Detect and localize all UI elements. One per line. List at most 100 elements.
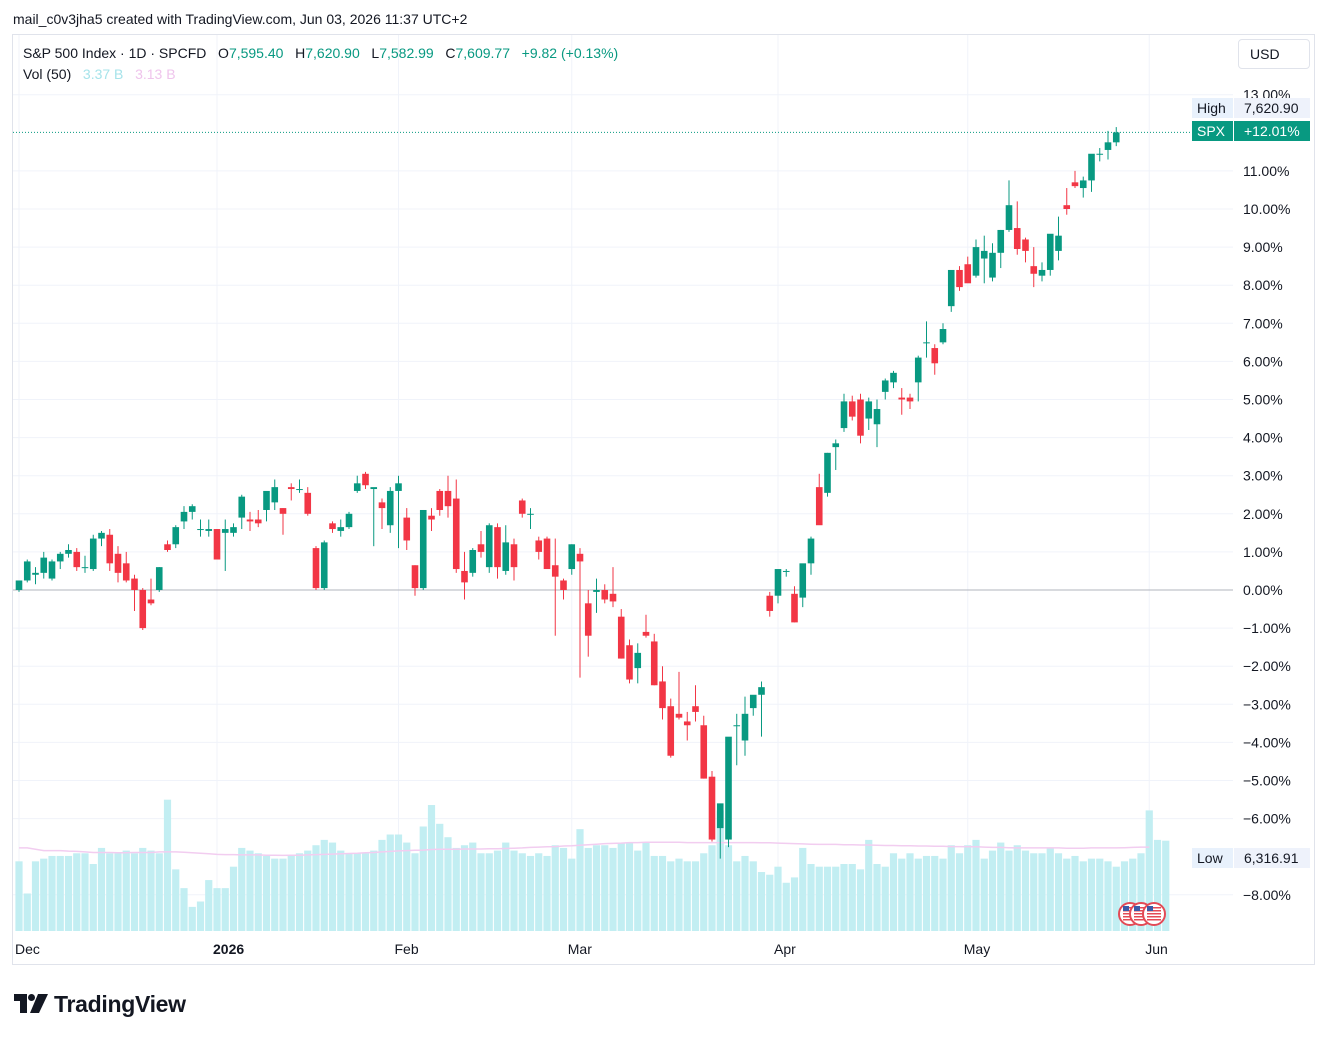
- volume-bar: [1153, 839, 1162, 931]
- candle: [898, 388, 906, 415]
- candle: [122, 551, 130, 583]
- candle: [452, 479, 460, 573]
- volume-bar: [551, 845, 559, 931]
- volume-bar: [807, 864, 815, 931]
- volume-bar: [568, 858, 576, 931]
- volume-bar: [906, 853, 914, 931]
- candle-body: [188, 506, 196, 512]
- candle: [725, 736, 732, 848]
- volume-bar: [411, 853, 419, 931]
- candle: [824, 452, 831, 497]
- candle: [947, 269, 955, 312]
- candle-body: [906, 397, 914, 402]
- candle-body: [708, 776, 716, 840]
- volume-bar: [73, 853, 81, 931]
- volume-bar: [460, 845, 469, 931]
- volume-bar: [130, 853, 139, 931]
- currency-button[interactable]: USD: [1238, 39, 1310, 69]
- candle: [502, 525, 510, 575]
- volume-bar: [1030, 853, 1038, 931]
- candle: [444, 475, 452, 518]
- x-tick-label: Apr: [774, 941, 796, 957]
- volume-bar: [213, 888, 221, 931]
- candle: [304, 487, 312, 516]
- volume-bar: [823, 866, 832, 931]
- candle-body: [799, 563, 807, 598]
- event-flags: [1118, 902, 1166, 926]
- candle: [857, 393, 864, 444]
- candle-body: [122, 563, 130, 581]
- candle: [626, 639, 633, 684]
- flag-stripe: [1147, 907, 1161, 909]
- candle-body: [370, 487, 378, 490]
- candle-body: [494, 527, 501, 568]
- volume-bar: [559, 847, 568, 931]
- volume-bar: [1021, 850, 1030, 931]
- candle-body: [980, 250, 988, 259]
- high-tag: High 7,620.90: [1192, 98, 1310, 118]
- volume-bar: [485, 853, 493, 931]
- volume-bar: [1013, 845, 1021, 931]
- volume-bar: [914, 858, 922, 931]
- volume-bar: [898, 858, 906, 931]
- candle: [840, 393, 848, 432]
- candle-body: [774, 569, 782, 596]
- volume-bar: [89, 864, 97, 931]
- candle: [576, 548, 584, 678]
- candle: [378, 498, 386, 530]
- candle-body: [444, 490, 452, 507]
- candle-body: [956, 269, 963, 288]
- candle-body: [403, 517, 411, 541]
- volume-bar: [683, 861, 691, 931]
- candle: [1096, 148, 1104, 162]
- low-tag-value-bg: [1234, 848, 1310, 868]
- volume-bar: [452, 847, 460, 931]
- low-tag: Low 6,316.91: [1192, 848, 1310, 868]
- volume-bar: [304, 850, 312, 931]
- flag-stripe: [1134, 916, 1148, 918]
- volume-bar: [370, 850, 378, 931]
- candle-body: [659, 681, 666, 709]
- candle-body: [23, 561, 31, 581]
- candle: [238, 494, 246, 530]
- y-tick-label: 10.00%: [1243, 201, 1290, 217]
- candle-body: [131, 578, 138, 590]
- candle-body: [667, 706, 675, 756]
- volume-bar: [766, 874, 774, 931]
- candle-body: [337, 527, 345, 531]
- candle: [428, 508, 435, 531]
- y-tick-label: 9.00%: [1243, 239, 1283, 255]
- x-tick-label: Dec: [15, 941, 40, 957]
- candle-body: [73, 551, 81, 568]
- price-tags: High 7,620.90 SPX +12.01% Low 6,316.91: [1192, 98, 1310, 868]
- candle-body: [527, 513, 534, 515]
- candle: [370, 487, 378, 547]
- candle: [164, 540, 171, 552]
- candle-body: [164, 544, 171, 550]
- candle: [741, 696, 749, 756]
- tradingview-logo-icon: [14, 994, 48, 1013]
- volume-ma-line: [19, 841, 1150, 857]
- volume-bar: [584, 847, 592, 931]
- candle: [1046, 233, 1054, 276]
- candle-body: [56, 553, 64, 562]
- volume-bar: [229, 866, 238, 931]
- candle-body: [452, 498, 460, 570]
- volume-bar: [700, 853, 708, 931]
- candle: [329, 521, 336, 533]
- volume-bar: [205, 880, 213, 931]
- candle-body: [782, 570, 790, 572]
- candle: [230, 523, 237, 537]
- candle: [98, 530, 105, 547]
- volume-bar: [262, 855, 271, 931]
- volume-bar: [469, 842, 477, 931]
- volume-bar: [617, 842, 625, 931]
- legend-close-value: 7,609.77: [455, 45, 511, 61]
- volume-bar: [1087, 858, 1096, 931]
- candle: [997, 229, 1005, 269]
- volume-bar: [535, 853, 543, 931]
- candle: [23, 559, 31, 583]
- legend-low-value: 7,582.99: [379, 45, 434, 61]
- candle: [205, 519, 213, 537]
